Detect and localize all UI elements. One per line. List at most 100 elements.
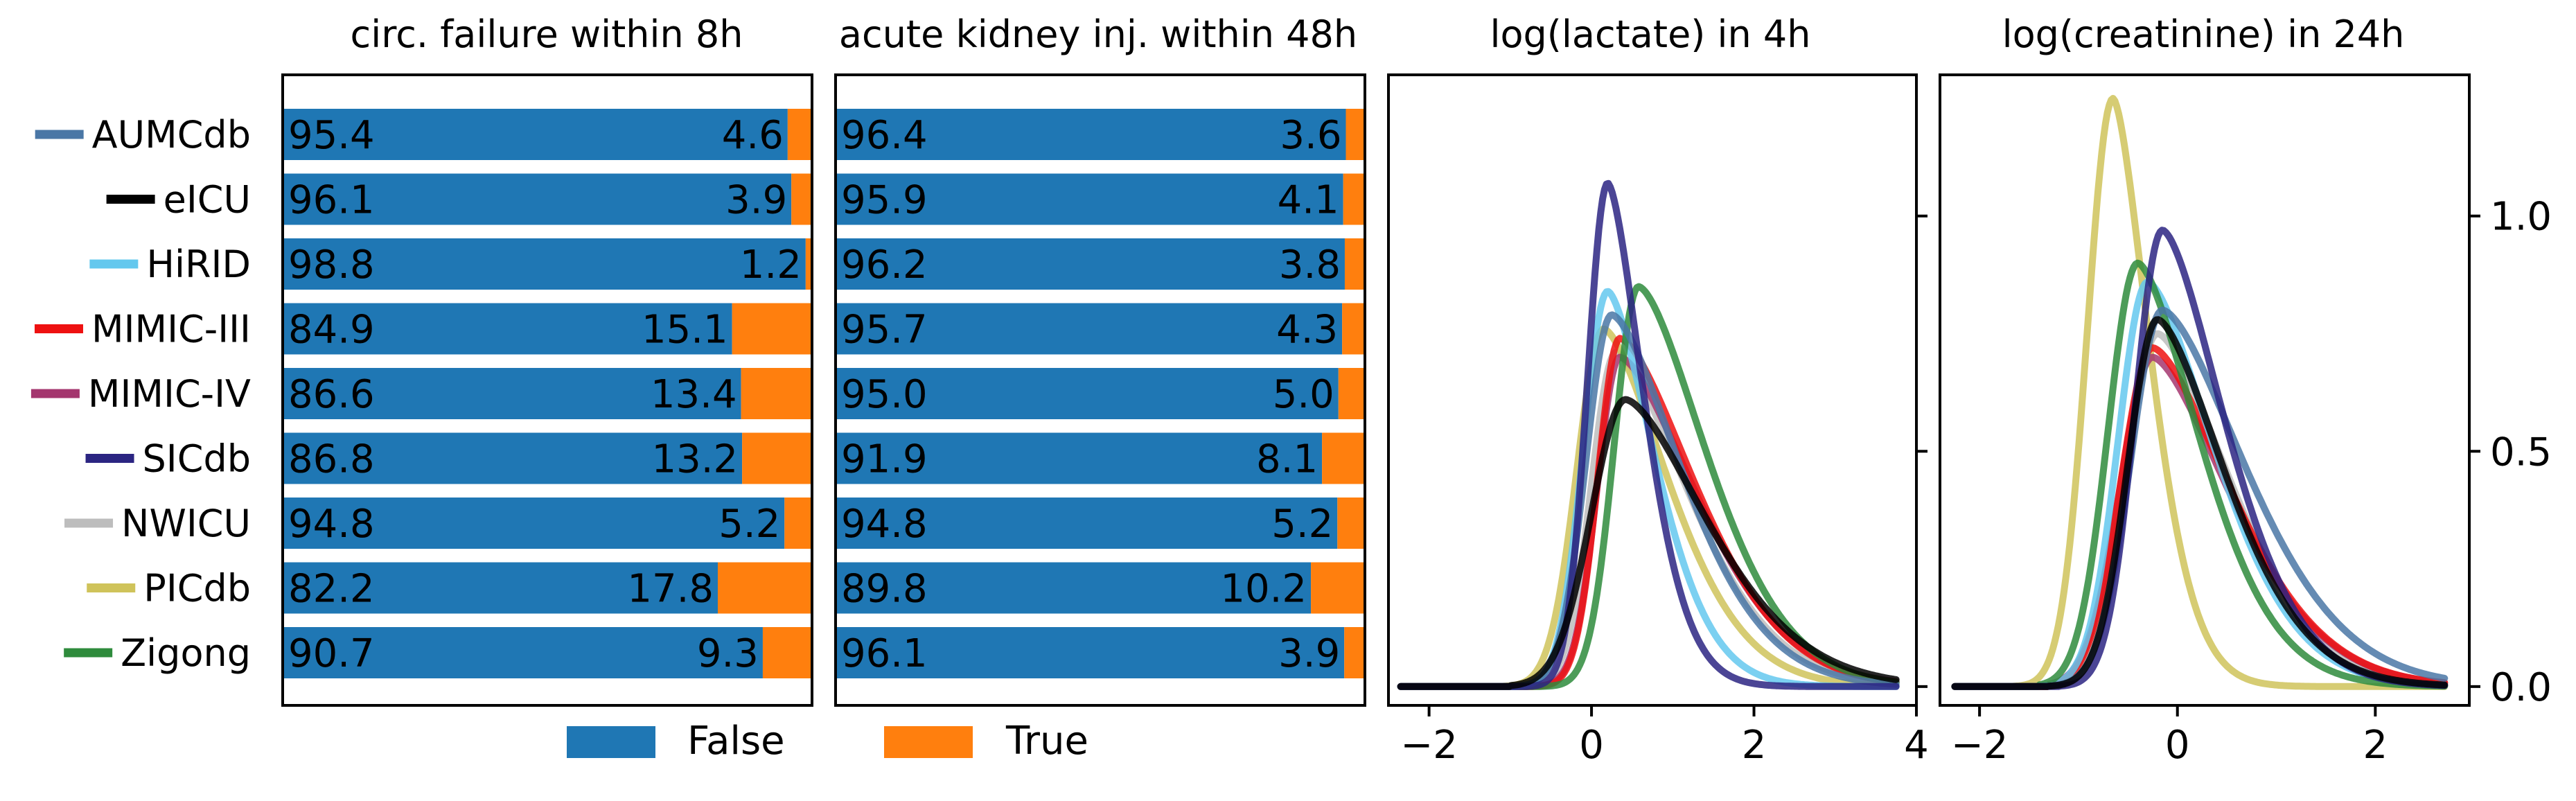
value-label-true: 13.2 <box>651 437 738 482</box>
kde-line-eicu <box>1397 396 1900 690</box>
value-label-false: 86.6 <box>288 372 375 417</box>
kde-line-aumcdb <box>1397 311 1900 690</box>
kde-panel-frame <box>1939 73 2471 707</box>
value-label-true: 8.1 <box>1256 437 1318 482</box>
bar-true-aumcdb <box>787 109 812 160</box>
value-label-false: 96.1 <box>288 178 375 223</box>
bar-true-zigong <box>1344 627 1365 678</box>
bar-false-aumcdb <box>836 109 1346 160</box>
kde-line-picdb <box>1951 95 2449 690</box>
row-label-picdb: PICdb <box>143 567 251 610</box>
row-label-mimic-iii: MIMIC-III <box>91 308 251 351</box>
row-label-aumcdb: AUMCdb <box>92 113 251 157</box>
bar-true-picdb <box>1311 562 1365 614</box>
value-label-true: 15.1 <box>642 308 728 353</box>
row-label-hirid: HiRID <box>146 243 251 286</box>
value-label-true: 4.6 <box>722 113 784 158</box>
kde-line-aumcdb <box>1951 306 2449 690</box>
bar-false-hirid <box>836 238 1345 290</box>
y-tick-label: 0.0 <box>2490 665 2552 710</box>
bar-true-hirid <box>805 238 812 290</box>
bar-false-zigong <box>283 627 763 678</box>
bar-false-zigong <box>836 627 1345 678</box>
bar-true-sicdb <box>742 432 812 484</box>
kde-line-zigong <box>1397 283 1900 690</box>
value-label-true: 5.0 <box>1273 372 1334 417</box>
x-tick-label: 0 <box>2165 723 2190 768</box>
bar-panel-aki: 96.4 3.6 95.9 4.1 96.2 3.8 95.7 4.3 95.0 5.0 91.9 8… <box>834 73 1366 707</box>
value-label-false: 90.7 <box>288 631 375 676</box>
value-label-false: 82.2 <box>288 567 375 612</box>
value-label-true: 1.2 <box>740 243 802 288</box>
kde-line-sicdb <box>1397 179 1900 690</box>
panel-title-lactate: log(lactate) in 4h <box>1490 12 1810 56</box>
bar-false-picdb <box>836 562 1312 614</box>
bar-true-mimic-iii <box>732 303 812 355</box>
false-true-legend: False True <box>567 719 1088 764</box>
value-label-false: 95.9 <box>841 178 928 223</box>
bar-false-aumcdb <box>283 109 788 160</box>
row-label-mimic-iv: MIMIC-IV <box>88 372 251 416</box>
x-tick-label: −2 <box>1400 723 1458 768</box>
y-tick-label: 0.5 <box>2490 430 2552 475</box>
value-label-true: 10.2 <box>1220 567 1307 612</box>
value-label-true: 4.3 <box>1276 308 1338 353</box>
bar-panel-frame <box>281 73 813 707</box>
value-label-false: 96.1 <box>841 631 928 676</box>
bar-false-mimic-iii <box>836 303 1343 355</box>
bar-false-mimic-iv <box>836 368 1339 419</box>
row-label-sicdb: SICdb <box>143 437 251 481</box>
panel-title-creatinine: log(creatinine) in 24h <box>2002 12 2405 56</box>
value-label-false: 95.0 <box>841 372 928 417</box>
value-label-true: 4.1 <box>1278 178 1339 223</box>
bar-false-nwicu <box>836 498 1338 549</box>
bar-false-eicu <box>836 173 1343 225</box>
bar-panel-frame <box>834 73 1366 707</box>
bar-false-eicu <box>283 173 792 225</box>
bar-true-aumcdb <box>1346 109 1365 160</box>
x-tick-label: 2 <box>1742 723 1767 768</box>
value-label-false: 96.4 <box>841 113 928 158</box>
panel-title-aki: acute kidney inj. within 48h <box>839 12 1357 56</box>
value-label-true: 3.6 <box>1280 113 1341 158</box>
value-label-false: 91.9 <box>841 437 928 482</box>
value-label-true: 9.3 <box>697 631 759 676</box>
row-label-eicu: eICU <box>164 178 251 222</box>
bar-true-hirid <box>1344 238 1365 290</box>
row-label-zigong: Zigong <box>121 631 251 675</box>
bar-false-sicdb <box>836 432 1323 484</box>
y-tick-label: 1.0 <box>2490 195 2552 240</box>
kde-curves <box>1397 179 1900 690</box>
dataset-legend: AUMCdb eICU HiRID MIMIC-III MIMIC-IV SICdb NWI… <box>30 113 251 675</box>
kde-line-eicu <box>1951 316 2449 690</box>
x-tick-label: 4 <box>1904 723 1929 768</box>
legend-true-swatch <box>884 726 973 758</box>
bar-false-nwicu <box>283 498 785 549</box>
kde-panel-creatinine: −2 0 2 0.0 0.5 1.0 <box>1939 73 2552 768</box>
kde-line-hirid <box>1397 288 1900 690</box>
bar-true-eicu <box>791 173 812 225</box>
bar-true-nwicu <box>1337 498 1365 549</box>
x-tick-label: 2 <box>2363 723 2388 768</box>
legend-true-label: True <box>1005 719 1088 764</box>
value-label-true: 5.2 <box>718 502 780 547</box>
legend-false-label: False <box>687 719 785 764</box>
kde-line-nwicu <box>1951 330 2449 690</box>
panel-title-circ-failure: circ. failure within 8h <box>351 12 743 56</box>
bar-false-hirid <box>283 238 806 290</box>
value-label-false: 94.8 <box>288 502 375 547</box>
value-label-true: 3.9 <box>725 178 787 223</box>
value-label-false: 86.8 <box>288 437 375 482</box>
bar-true-mimic-iii <box>1342 303 1365 355</box>
value-label-false: 98.8 <box>288 243 375 288</box>
value-label-false: 89.8 <box>841 567 928 612</box>
x-tick-label: −2 <box>1951 723 2009 768</box>
value-label-false: 96.2 <box>841 243 928 288</box>
bar-true-zigong <box>762 627 812 678</box>
bar-false-mimic-iii <box>283 303 732 355</box>
kde-panel-lactate: −2 0 2 4 <box>1387 73 1929 768</box>
value-label-false: 94.8 <box>841 502 928 547</box>
kde-panel-frame <box>1387 73 1918 707</box>
row-label-nwicu: NWICU <box>121 502 251 545</box>
